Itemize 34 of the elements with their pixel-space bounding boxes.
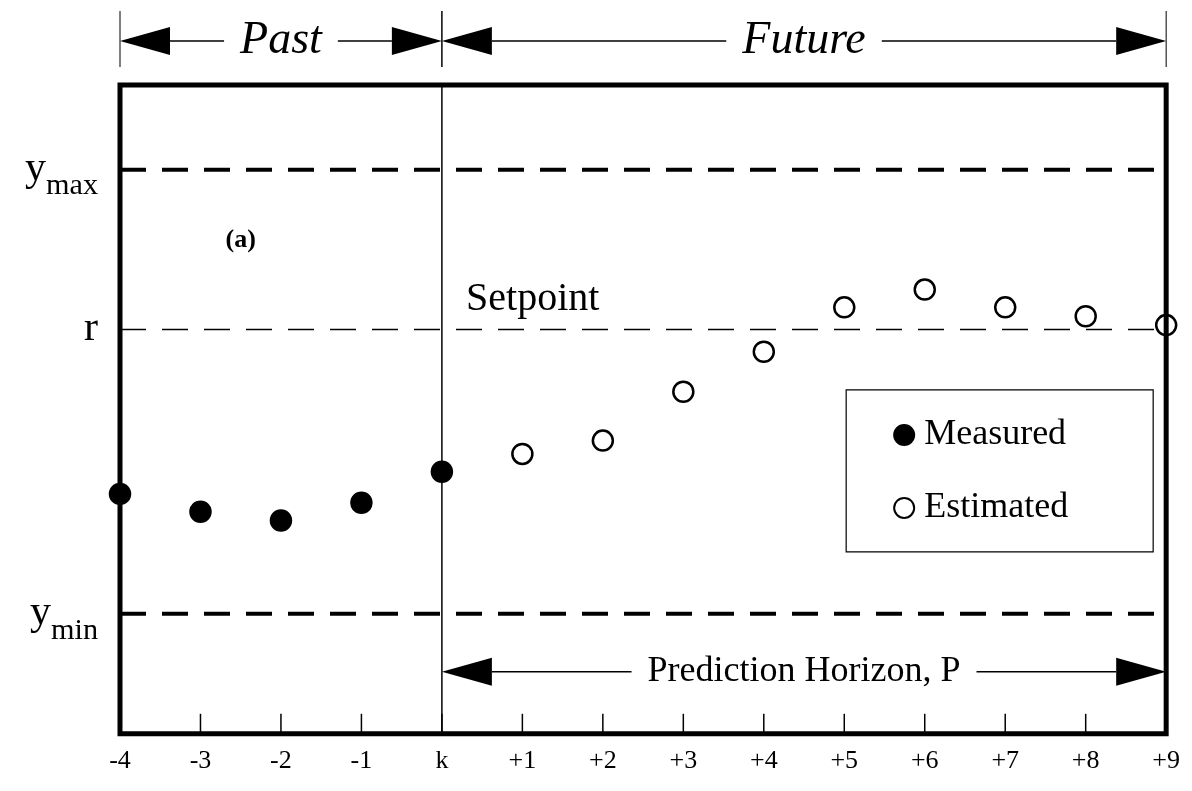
point — [833, 296, 856, 319]
x-tick-label: -2 — [270, 745, 292, 775]
x-tick-label: +2 — [589, 745, 617, 775]
point — [672, 380, 695, 403]
annotation: Prediction Horizon, P — [647, 649, 961, 690]
x-tick-label: +4 — [749, 745, 778, 775]
point — [269, 509, 293, 532]
x-tick-label: -1 — [350, 745, 373, 775]
point — [913, 278, 936, 301]
text: Past — [239, 12, 324, 64]
ref-line-label: r — [84, 302, 99, 349]
x-tick-label: +9 — [1152, 745, 1180, 775]
legend-label: Measured — [924, 412, 1067, 453]
x-tick-label: +1 — [508, 745, 537, 775]
x-tick-label: +6 — [910, 745, 939, 775]
point — [591, 429, 615, 452]
x-tick-label: +5 — [830, 745, 859, 775]
x-tick-label: +7 — [991, 745, 1020, 775]
point — [189, 500, 212, 523]
point — [1074, 304, 1097, 328]
x-tick-label: +8 — [1071, 745, 1100, 775]
point — [350, 491, 373, 515]
text: (a) — [225, 224, 256, 254]
legend-label: Estimated — [924, 485, 1069, 526]
x-tick-label: +3 — [669, 745, 698, 775]
x-tick-label: k — [435, 745, 449, 775]
point — [430, 460, 454, 483]
point — [993, 296, 1017, 319]
annotation: Setpoint — [466, 273, 600, 319]
point — [752, 340, 776, 364]
point — [511, 442, 534, 466]
x-tick-label: -4 — [109, 745, 131, 775]
text: Future — [741, 12, 866, 64]
x-tick-label: -3 — [189, 745, 212, 775]
